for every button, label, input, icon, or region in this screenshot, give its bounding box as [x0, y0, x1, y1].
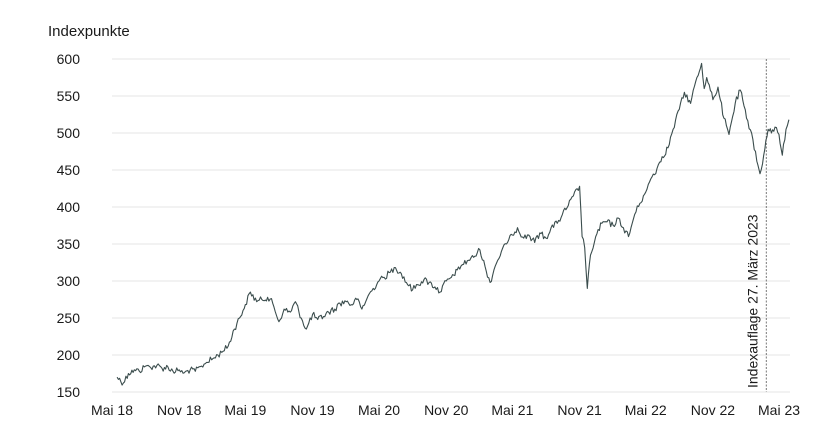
- x-tick-label: Nov 18: [157, 402, 202, 418]
- y-tick-label: 500: [57, 125, 81, 141]
- index-launch-label: Indexauflage 27. März 2023: [744, 214, 760, 388]
- annotations-group: Indexauflage 27. März 2023: [744, 59, 767, 392]
- y-tick-label: 250: [57, 310, 81, 326]
- y-tick-label: 200: [57, 347, 81, 363]
- x-tick-label: Mai 22: [625, 402, 667, 418]
- y-tick-label: 600: [57, 51, 81, 67]
- series-group: [116, 62, 790, 386]
- y-tick-label: 400: [57, 199, 81, 215]
- x-tick-label: Mai 20: [358, 402, 400, 418]
- y-tick-label: 450: [57, 162, 81, 178]
- x-tick-label: Mai 21: [491, 402, 533, 418]
- x-tick-label: Mai 18: [91, 402, 133, 418]
- y-tick-label: 150: [57, 384, 81, 400]
- y-axis-unit-label: Indexpunkte: [48, 23, 130, 40]
- x-axis-ticks: Mai 18 Nov 18 Mai 19 Nov 19 Mai 20 Nov 20 Mai …: [91, 402, 800, 418]
- series-line: [116, 62, 790, 386]
- x-tick-label: Nov 21: [557, 402, 602, 418]
- x-tick-label: Nov 19: [290, 402, 335, 418]
- y-tick-label: 300: [57, 273, 81, 289]
- x-tick-label: Mai 19: [224, 402, 266, 418]
- y-axis-ticks: 150 200 250 300 350 400 450 500 550 600: [57, 51, 81, 400]
- y-tick-label: 350: [57, 236, 81, 252]
- y-tick-label: 550: [57, 88, 81, 104]
- x-tick-label: Mai 23: [758, 402, 800, 418]
- grid-lines: [112, 58, 790, 393]
- x-tick-label: Nov 22: [691, 402, 736, 418]
- x-tick-label: Nov 20: [424, 402, 469, 418]
